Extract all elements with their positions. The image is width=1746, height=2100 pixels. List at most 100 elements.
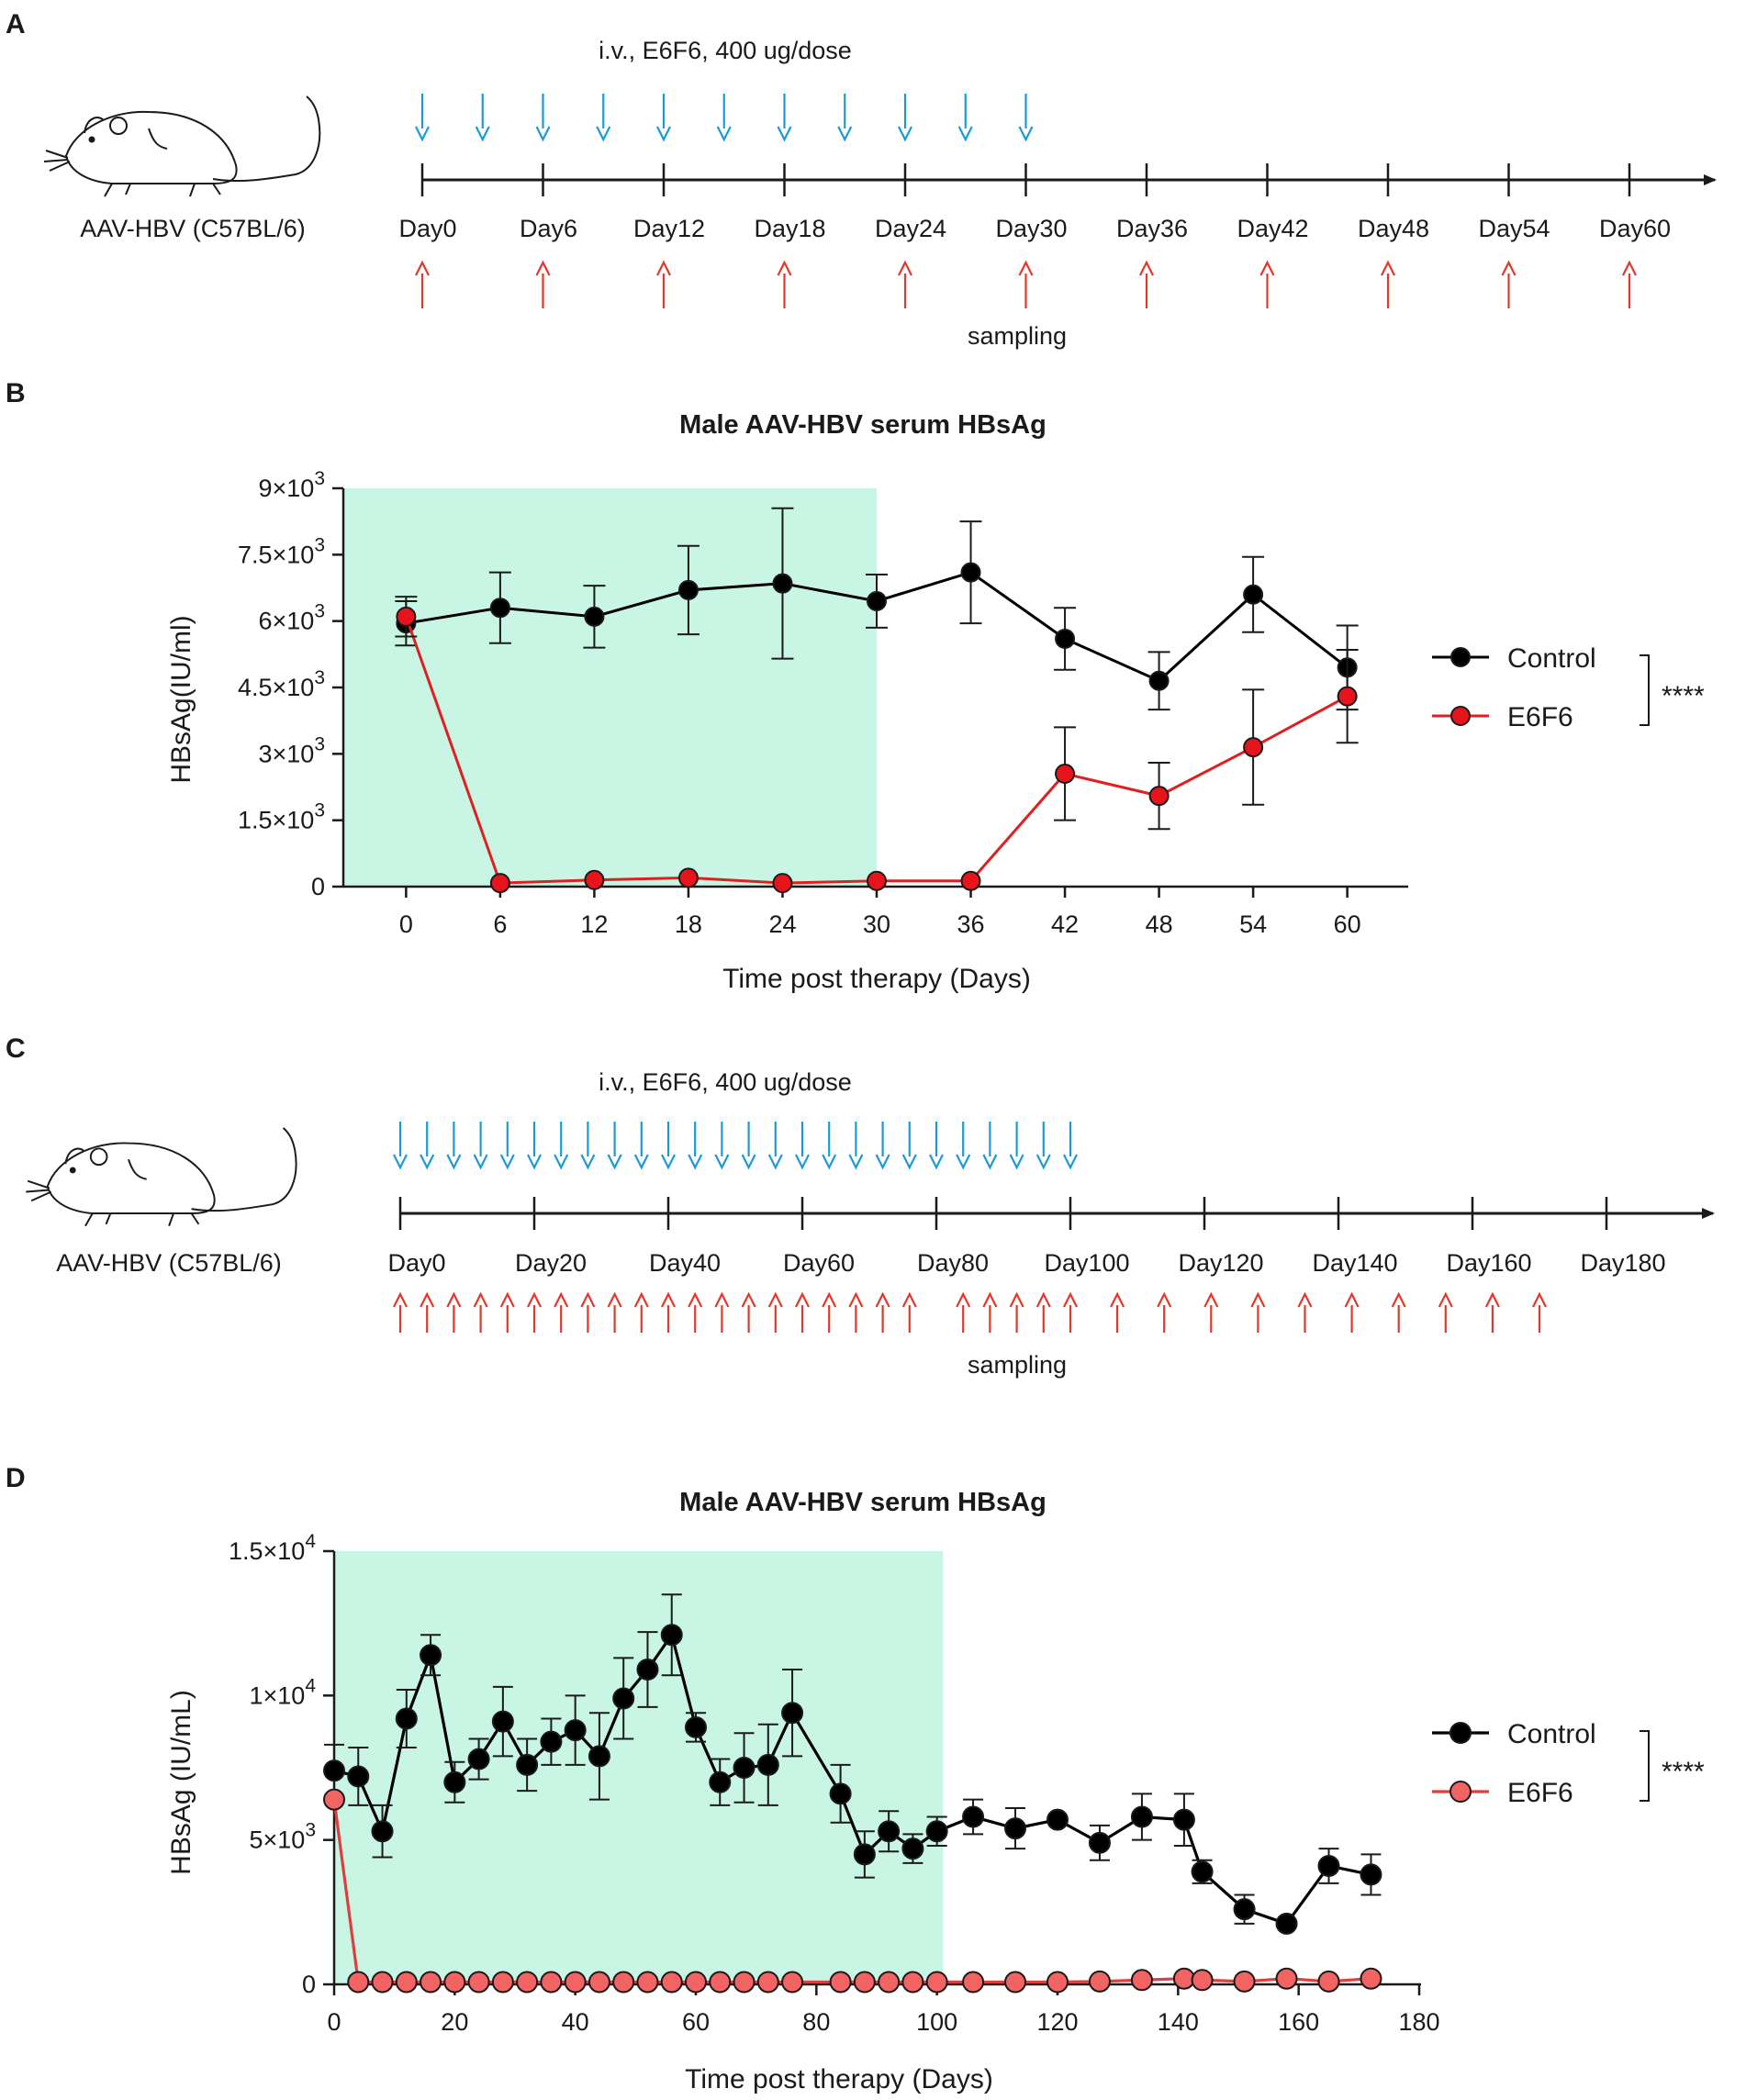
sampling-arrow bbox=[656, 260, 671, 308]
data-point-e6f6 bbox=[853, 1971, 876, 1994]
data-point-control bbox=[489, 598, 510, 619]
data-point-e6f6 bbox=[1088, 1970, 1111, 1993]
sampling-arrow-head bbox=[1438, 1291, 1453, 1308]
sampling-arrow bbox=[982, 1291, 998, 1333]
sampling-arrow bbox=[1250, 1291, 1266, 1333]
dose-arrow bbox=[956, 1122, 971, 1170]
data-point-control bbox=[677, 579, 699, 600]
sampling-arrow-head bbox=[901, 1291, 917, 1308]
panel-b-legend: Control E6F6 **** bbox=[1432, 643, 1705, 732]
data-point-e6f6 bbox=[323, 1788, 345, 1811]
dose-arrow-head bbox=[446, 1154, 462, 1170]
timeline-day-label: Day12 bbox=[633, 215, 705, 242]
panel-d-y-axis-title: HBsAg (IU/mL) bbox=[166, 1690, 196, 1875]
sampling-arrow bbox=[1035, 1291, 1051, 1333]
y-tick-label: 9×103 bbox=[258, 468, 325, 502]
significance-bracket bbox=[1640, 654, 1650, 726]
data-point-control bbox=[347, 1765, 370, 1788]
panel-b-plot: 0 1.5×103 3×103 4.5×103 6×103 7.5×103 9×103 0 6 1… bbox=[238, 468, 1408, 938]
y-tick-exponent: 4 bbox=[305, 1675, 316, 1696]
sampling-arrow bbox=[535, 260, 551, 308]
dose-arrow-head bbox=[661, 1154, 676, 1170]
data-point-control bbox=[878, 1820, 901, 1843]
sampling-arrow-head bbox=[656, 260, 671, 276]
dose-arrow-head bbox=[473, 1154, 488, 1170]
panel-c-dose-arrows bbox=[393, 1122, 1078, 1170]
sampling-arrow bbox=[777, 260, 792, 308]
data-point-control bbox=[1004, 1817, 1027, 1840]
dose-arrow-head bbox=[1009, 1154, 1024, 1170]
sampling-arrow bbox=[1018, 260, 1034, 308]
x-tick-label: 18 bbox=[675, 910, 702, 938]
sampling-arrow-head bbox=[1501, 260, 1517, 276]
panel-d-letter: D bbox=[6, 1463, 26, 1493]
timeline-day-label: Day48 bbox=[1358, 215, 1429, 242]
sampling-arrow bbox=[767, 1291, 783, 1333]
dose-arrow-head bbox=[929, 1154, 944, 1170]
dose-arrow-head bbox=[741, 1154, 756, 1170]
sampling-arrow-head bbox=[527, 1291, 542, 1308]
sampling-arrow bbox=[1110, 1291, 1125, 1333]
timeline-day-label: Day120 bbox=[1178, 1249, 1263, 1277]
sampling-arrow bbox=[1009, 1291, 1024, 1333]
data-point-control bbox=[564, 1719, 587, 1742]
dose-arrow bbox=[767, 1122, 783, 1170]
panel-b-x-axis-title: Time post therapy (Days) bbox=[722, 964, 1031, 994]
sampling-arrow-head bbox=[1203, 1291, 1219, 1308]
dose-arrow-head bbox=[656, 126, 671, 142]
dose-arrow bbox=[901, 1122, 917, 1170]
data-point-control bbox=[1088, 1831, 1111, 1854]
x-tick-label: 0 bbox=[399, 910, 413, 938]
sampling-arrow bbox=[473, 1291, 488, 1333]
timeline-day-label: Day40 bbox=[649, 1249, 721, 1277]
x-tick-label: 80 bbox=[802, 2008, 830, 2036]
dose-arrow-head bbox=[956, 1154, 971, 1170]
data-point-e6f6 bbox=[491, 1971, 514, 1994]
sampling-arrow-head bbox=[607, 1291, 622, 1308]
sampling-arrow-head bbox=[1009, 1291, 1024, 1308]
timeline-day-label: Day0 bbox=[387, 1249, 445, 1277]
dose-arrow bbox=[554, 1122, 569, 1170]
dose-arrow-head bbox=[535, 126, 551, 142]
dose-arrow bbox=[656, 94, 671, 142]
dose-arrow-head bbox=[716, 126, 732, 142]
data-point-e6f6 bbox=[443, 1971, 466, 1994]
data-point-control bbox=[540, 1730, 563, 1753]
dose-arrow-head bbox=[767, 1154, 783, 1170]
data-point-control bbox=[1046, 1808, 1069, 1831]
data-point-control bbox=[1055, 628, 1076, 649]
timeline-day-label: Day18 bbox=[754, 215, 825, 242]
mouse-icon bbox=[26, 1127, 297, 1227]
x-tick-label: 6 bbox=[493, 910, 507, 938]
panel-c-day-ticks bbox=[398, 1197, 1608, 1230]
panel-a-day-ticks bbox=[420, 163, 1631, 196]
sampling-arrow-head bbox=[1622, 260, 1637, 276]
series-e6f6 bbox=[323, 1788, 1382, 1994]
timeline-day-label: Day60 bbox=[1599, 215, 1671, 242]
data-point-e6f6 bbox=[709, 1971, 732, 1994]
sampling-arrow bbox=[607, 1291, 622, 1333]
sampling-arrow bbox=[714, 1291, 730, 1333]
dose-arrow-head bbox=[633, 1154, 649, 1170]
sampling-arrow-head bbox=[1063, 1291, 1078, 1308]
sampling-arrow-head bbox=[1110, 1291, 1125, 1308]
treatment-window bbox=[343, 488, 877, 887]
data-point-control bbox=[709, 1770, 732, 1793]
timeline-day-label: Day24 bbox=[875, 215, 946, 242]
panel-d: D Male AAV-HBV serum HBsAg 0 5×103 1×104 1.… bbox=[6, 1463, 1705, 2094]
y-tick-exponent: 3 bbox=[314, 800, 325, 821]
dose-arrow bbox=[777, 94, 792, 142]
data-point-control bbox=[323, 1759, 345, 1782]
panel-a-mouse-caption: AAV-HBV (C57BL/6) bbox=[80, 215, 306, 242]
data-point-e6f6 bbox=[1046, 1971, 1069, 1994]
sampling-arrow bbox=[580, 1291, 596, 1333]
data-point-e6f6 bbox=[1317, 1970, 1340, 1993]
data-point-e6f6 bbox=[467, 1971, 490, 1994]
dose-arrow-head bbox=[420, 1154, 435, 1170]
data-point-control bbox=[756, 1753, 779, 1776]
timeline-day-label: Day42 bbox=[1237, 215, 1308, 242]
data-point-control bbox=[612, 1687, 635, 1710]
sampling-arrow-head bbox=[1532, 1291, 1547, 1308]
sampling-arrow bbox=[393, 1291, 408, 1333]
panel-a-dose-arrows bbox=[415, 94, 1034, 142]
